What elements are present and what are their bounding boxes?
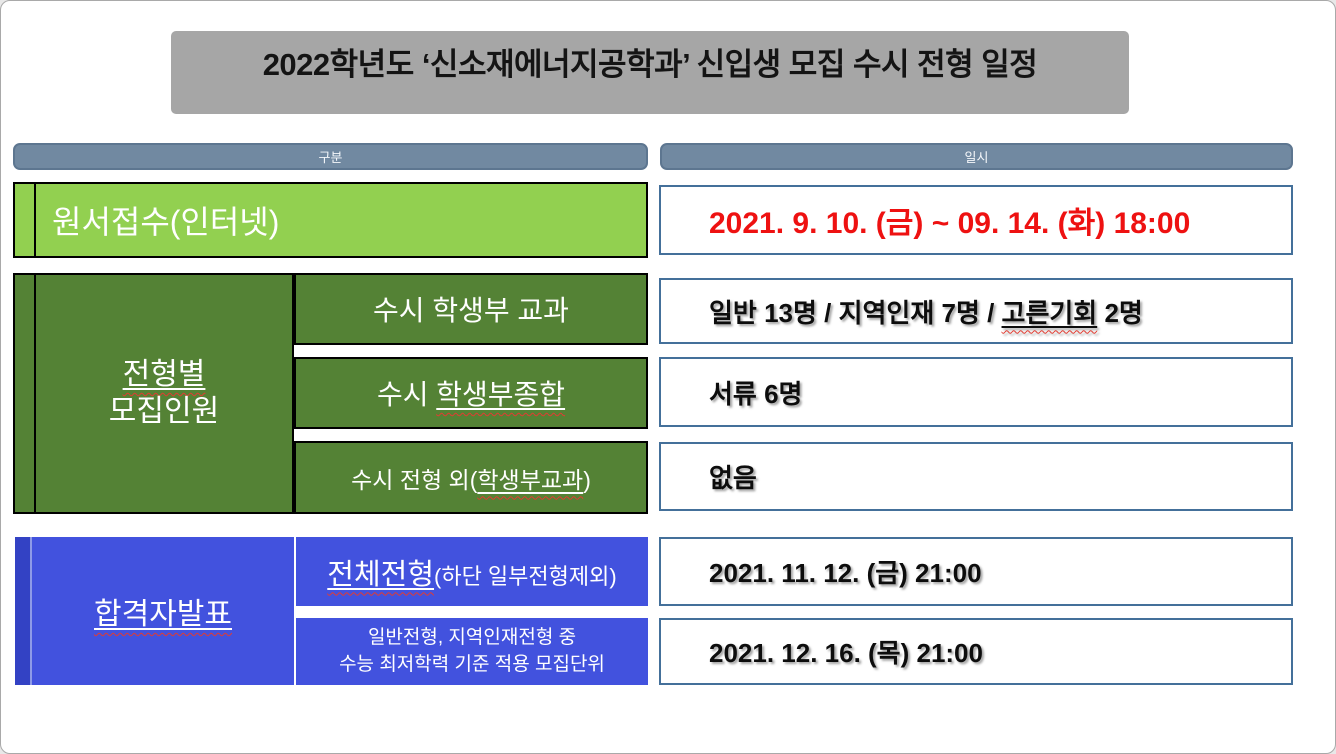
announcement-sub1-label: 전체전형(하단 일부전형제외) [327,558,617,591]
quota-sub3-label: 수시 전형 외(학생부교과) [351,466,591,493]
announcement-sub2-label-line1: 일반전형, 지역인재전형 중 [367,626,577,648]
quota-group-label-line1: 전형별 [122,357,206,391]
announcement-sub1-label-cell: 전체전형(하단 일부전형제외) [296,537,648,606]
announcement-sub2-label-cell: 일반전형, 지역인재전형 중 수능 최저학력 기준 적용 모집단위 [296,618,648,685]
application-value: 2021. 9. 10. (금) ~ 09. 14. (화) 18:00 [709,207,1191,240]
column-header-datetime: 일시 [660,143,1293,170]
column-header-datetime-label: 일시 [964,150,989,165]
quota-sub1-label-cell: 수시 학생부 교과 [294,273,648,345]
announcement-sub2-label-line2: 수능 최저학력 기준 적용 모집단위 [339,653,605,675]
announcement-sub2-value-cell: 2021. 12. 16. (목) 21:00 [659,618,1293,685]
announcement-sub2-value: 2021. 12. 16. (목) 21:00 [709,638,983,668]
announcement-group-cell: 합격자발표 [15,537,294,685]
quota-sub2-value-cell: 서류 6명 [659,357,1293,427]
quota-sub1-label: 수시 학생부 교과 [373,295,569,326]
quota-group-label: 전형별 모집인원 [36,275,292,512]
quota-sub2-label-cell: 수시 학생부종합 [294,357,648,429]
quota-sub3-value: 없음 [709,463,757,493]
column-header-category: 구분 [13,143,648,170]
quota-sub1-value: 일반 13명 / 지역인재 7명 / 고른기회 2명 [709,297,1143,328]
quota-group-cell: 전형별 모집인원 [13,273,294,514]
quota-sub1-value-cell: 일반 13명 / 지역인재 7명 / 고른기회 2명 [659,278,1293,344]
announcement-group-label: 합격자발표 [94,598,232,631]
quota-group-label-line2: 모집인원 [108,394,220,428]
quota-edge-strip [15,275,36,512]
application-label-cell: 원서접수(인터넷) [13,182,648,258]
application-value-cell: 2021. 9. 10. (금) ~ 09. 14. (화) 18:00 [659,185,1293,255]
announcement-sub1-value: 2021. 11. 12. (금) 21:00 [709,558,982,588]
announcement-edge-strip [15,537,32,685]
page-title-text: 2022학년도 ‘신소재에너지공학과’ 신입생 모집 수시 전형 일정 [262,47,1038,82]
application-label: 원서접수(인터넷) [52,204,280,240]
quota-sub3-value-cell: 없음 [659,442,1293,511]
page-title: 2022학년도 ‘신소재에너지공학과’ 신입생 모집 수시 전형 일정 [171,31,1129,114]
application-edge-strip [15,184,36,256]
announcement-sub1-value-cell: 2021. 11. 12. (금) 21:00 [659,537,1293,606]
quota-sub3-label-cell: 수시 전형 외(학생부교과) [294,441,648,514]
column-header-category-label: 구분 [318,150,343,165]
quota-sub2-label: 수시 학생부종합 [376,379,566,410]
quota-sub2-value: 서류 6명 [709,378,803,409]
